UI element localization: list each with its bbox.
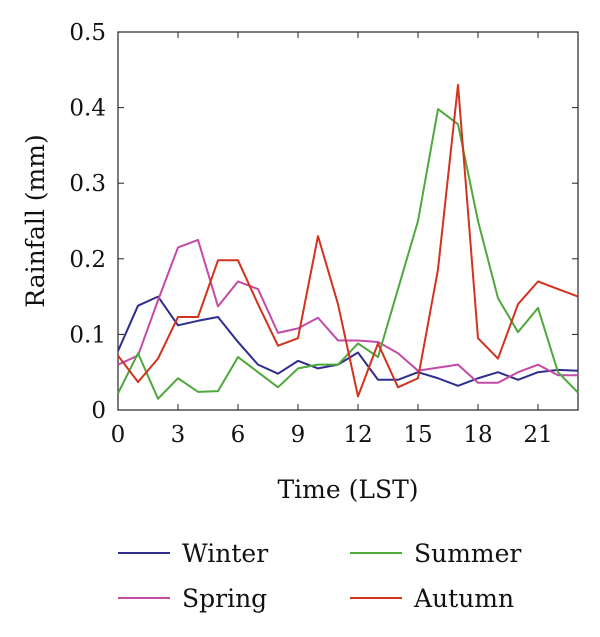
legend-item-summer: Summer <box>350 539 521 568</box>
y-axis-label: Rainfall (mm) <box>21 134 50 307</box>
x-axis: 0 3 6 9 12 15 18 21 <box>111 32 553 448</box>
series-lines <box>117 83 579 400</box>
legend-label: Summer <box>414 539 521 568</box>
plot-area: 0 0.1 0.2 0.3 0.4 0.5 0 3 6 9 12 15 18 21 <box>69 20 579 448</box>
x-tick-label: 18 <box>463 422 492 448</box>
legend-item-autumn: Autumn <box>350 584 514 613</box>
plot-frame <box>117 31 579 411</box>
y-tick-label: 0.2 <box>69 247 106 273</box>
x-tick-label: 6 <box>231 422 246 448</box>
y-tick-label: 0 <box>91 398 106 424</box>
legend: Winter Spring Summer Autumn <box>118 539 521 613</box>
x-tick-label: 0 <box>111 422 126 448</box>
legend-label: Spring <box>182 584 267 613</box>
x-tick-label: 21 <box>523 422 552 448</box>
x-tick-label: 12 <box>343 422 372 448</box>
y-tick-label: 0.4 <box>69 96 106 122</box>
legend-item-spring: Spring <box>118 584 267 613</box>
x-tick-label: 9 <box>291 422 306 448</box>
y-tick-label: 0.5 <box>69 20 106 46</box>
series-line-spring <box>117 238 578 384</box>
series-line-summer <box>117 108 579 400</box>
series-line-winter <box>117 295 579 387</box>
legend-item-winter: Winter <box>118 539 268 568</box>
series-line-autumn <box>117 83 579 398</box>
x-tick-label: 15 <box>403 422 432 448</box>
x-axis-label: Time (LST) <box>277 475 418 504</box>
y-axis: 0 0.1 0.2 0.3 0.4 0.5 <box>69 20 578 424</box>
y-tick-label: 0.3 <box>69 171 106 197</box>
y-tick-label: 0.1 <box>69 322 106 348</box>
x-tick-label: 3 <box>171 422 186 448</box>
legend-label: Autumn <box>413 584 514 613</box>
legend-label: Winter <box>182 539 268 568</box>
